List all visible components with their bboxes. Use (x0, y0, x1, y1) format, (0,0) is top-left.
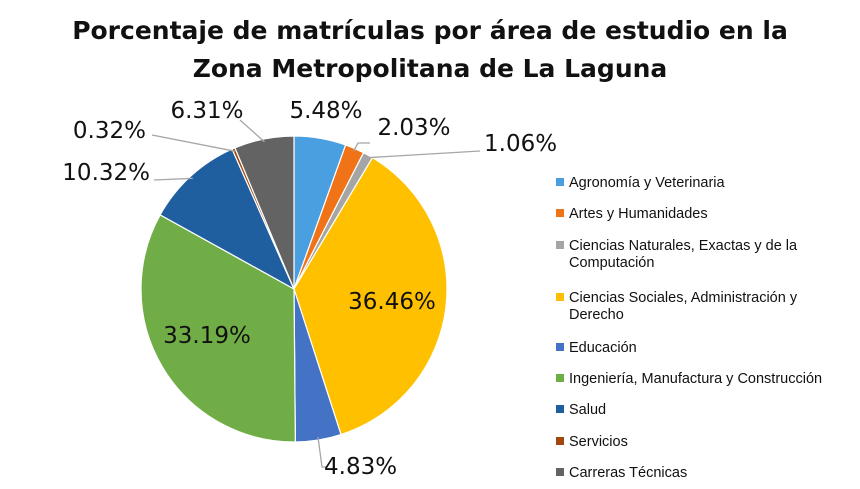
legend-entry-educacion: Educación (556, 340, 637, 356)
data-label-ciencias-naturales-exactas-y-de-la-computacion: 1.06% (484, 131, 557, 157)
legend-label-ciencias-sociales-administracion-y-derecho-line-1: Ciencias Sociales, Administración y (569, 290, 798, 306)
data-label-educacion: 4.83% (324, 454, 397, 480)
legend-entry-salud: Salud (556, 402, 606, 418)
legend-label-agronomia-y-veterinaria: Agronomía y Veterinaria (569, 175, 725, 191)
legend-label-ciencias-sociales-administracion-y-derecho-line-2: Derecho (569, 307, 624, 323)
legend-entry-ingenieria-manufactura-y-construccion: Ingeniería, Manufactura y Construcción (556, 371, 822, 387)
chart-title-line-1: Porcentaje de matrículas por área de est… (72, 16, 788, 45)
legend-entry-ciencias-sociales-administracion-y-derecho: Ciencias Sociales, Administración yDerec… (556, 290, 798, 323)
leader-line-artes-y-humanidades (352, 142, 370, 152)
data-label-agronomia-y-veterinaria: 5.48% (289, 98, 362, 124)
legend-swatch-carreras-tecnicas (556, 468, 564, 476)
legend-swatch-artes-y-humanidades (556, 209, 564, 217)
legend-entry-artes-y-humanidades: Artes y Humanidades (556, 206, 708, 222)
data-label-ciencias-sociales-administracion-y-derecho: 36.46% (348, 289, 436, 315)
legend-swatch-ingenieria-manufactura-y-construccion (556, 374, 564, 382)
data-label-servicios: 0.32% (73, 118, 146, 144)
chart-title: Porcentaje de matrículas por área de est… (72, 16, 788, 83)
legend-entry-servicios: Servicios (556, 434, 628, 450)
chart-title-line-2: Zona Metropolitana de La Laguna (193, 54, 668, 83)
leader-line-carreras-tecnicas (239, 119, 265, 143)
pie-slice-ingenieria-manufactura-y-construccion (140, 214, 296, 443)
leader-line-ciencias-naturales-exactas-y-de-la-computacion (366, 150, 481, 159)
legend-swatch-agronomia-y-veterinaria (556, 178, 564, 186)
pie-slice-carreras-tecnicas (234, 135, 295, 290)
legend-label-ciencias-naturales-exactas-y-de-la-computacion-line-2: Computación (569, 255, 654, 271)
legend-label-educacion: Educación (569, 340, 637, 356)
legend-entry-carreras-tecnicas: Carreras Técnicas (556, 465, 687, 481)
leader-lines (151, 119, 481, 468)
leader-line-salud (153, 177, 193, 181)
legend-label-carreras-tecnicas: Carreras Técnicas (569, 465, 687, 481)
legend-swatch-ciencias-naturales-exactas-y-de-la-computacion (556, 241, 564, 249)
legend-label-ingenieria-manufactura-y-construccion: Ingeniería, Manufactura y Construcción (569, 371, 822, 387)
legend-swatch-salud (556, 405, 564, 413)
leader-line-servicios (151, 134, 235, 152)
legend-label-salud: Salud (569, 402, 606, 418)
legend-swatch-ciencias-sociales-administracion-y-derecho (556, 293, 564, 301)
legend-label-artes-y-humanidades: Artes y Humanidades (569, 206, 708, 222)
legend-entry-agronomia-y-veterinaria: Agronomía y Veterinaria (556, 175, 725, 191)
data-label-carreras-tecnicas: 6.31% (170, 98, 243, 124)
legend: Agronomía y Veterinaria Artes y Humanidad… (556, 175, 822, 481)
pie-slices (140, 135, 448, 443)
legend-swatch-educacion (556, 343, 564, 351)
legend-label-ciencias-naturales-exactas-y-de-la-computacion-line-1: Ciencias Naturales, Exactas y de la (569, 238, 798, 254)
data-label-salud: 10.32% (62, 160, 150, 186)
legend-swatch-servicios (556, 437, 564, 445)
pie-slice-ciencias-sociales-administracion-y-derecho (293, 156, 448, 436)
legend-entry-ciencias-naturales-exactas-y-de-la-computacion: Ciencias Naturales, Exactas y de laCompu… (556, 238, 798, 271)
slice-labels: 5.48% 2.03% 1.06% 36.46% 4.83% 33.19% 10.32% 0.… (62, 98, 557, 480)
leader-line-educacion (317, 437, 326, 468)
legend-label-servicios: Servicios (569, 434, 628, 450)
data-label-artes-y-humanidades: 2.03% (377, 115, 450, 141)
data-label-ingenieria-manufactura-y-construccion: 33.19% (163, 323, 251, 349)
